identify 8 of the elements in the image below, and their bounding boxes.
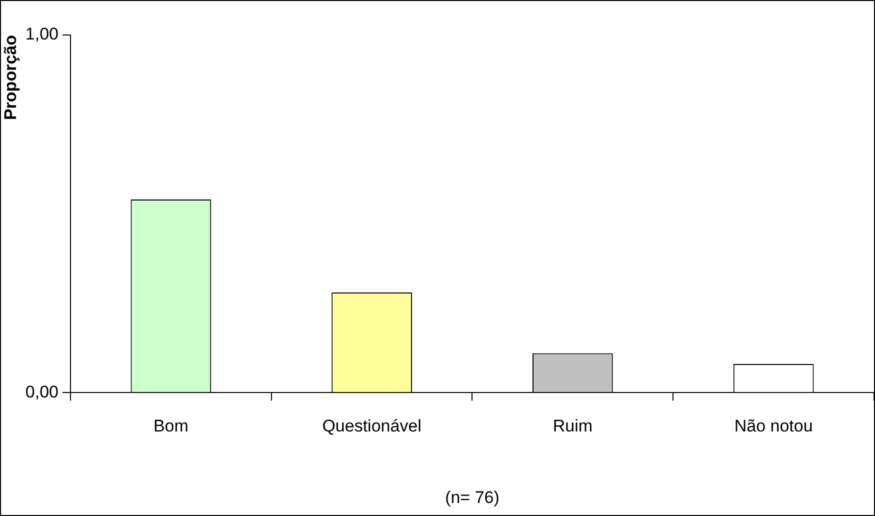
y-tick-label: 1,00 bbox=[25, 24, 58, 44]
x-tick-label: Bom bbox=[153, 416, 188, 436]
x-tick-label: Ruim bbox=[552, 416, 593, 436]
text: (n= 76) bbox=[445, 488, 500, 507]
y-axis-title: Proporção bbox=[0, 35, 20, 120]
x-tick-label: Não notou bbox=[734, 416, 813, 436]
x-tick-label: Questionável bbox=[322, 416, 422, 436]
y-tick-label: 0,00 bbox=[25, 382, 58, 402]
